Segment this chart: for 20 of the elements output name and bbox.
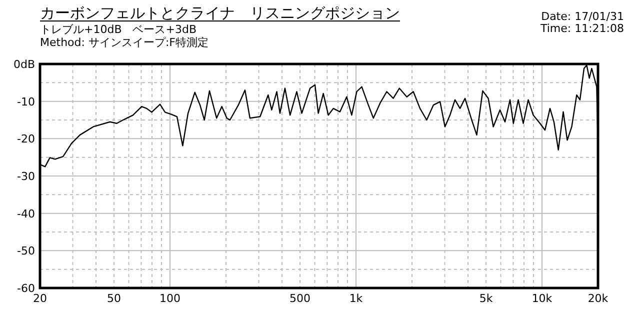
x-tick-label: 5k	[479, 292, 494, 305]
x-tick-label: 1k	[349, 292, 364, 305]
x-tick-label: 50	[107, 292, 122, 305]
text: Date: 17/01/31	[541, 10, 624, 23]
y-tick-label: -40	[17, 207, 35, 220]
chart-subtitle: トレブル+10dB ベース+3dB	[40, 23, 196, 36]
x-tick-label: 20	[33, 292, 47, 305]
x-tick-label: 20k	[588, 292, 609, 305]
y-tick-label: -50	[17, 244, 35, 258]
text: Time: 11:21:08	[539, 22, 624, 35]
y-tick-label: -10	[17, 95, 35, 108]
x-tick-label: 10k	[532, 292, 553, 305]
y-tick-label: -30	[17, 170, 35, 183]
text: Method: サインスイープ:F特測定	[40, 36, 208, 49]
x-tick-label: 100	[160, 292, 181, 305]
y-tick-label: -60	[17, 282, 35, 295]
x-tick-label: 500	[290, 292, 311, 305]
y-tick-label: -20	[17, 132, 35, 146]
y-tick-label: 0dB	[13, 58, 35, 71]
chart-title: カーボンフェルトとクライナ リスニングポジション	[40, 4, 400, 22]
